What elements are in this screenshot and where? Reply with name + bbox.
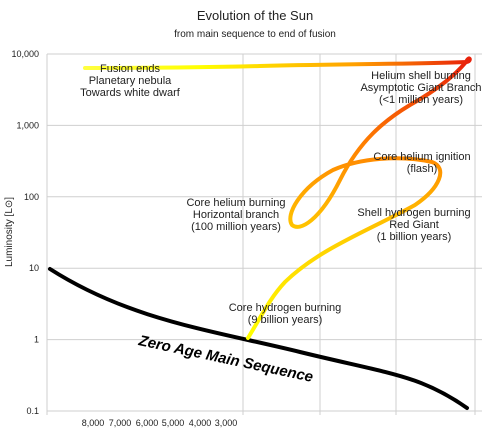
zams-label: Zero Age Main Sequence [136,332,314,386]
zams-line [48,267,469,410]
y-tick-label: 10,000 [11,49,39,59]
annotation-line: Fusion ends [100,63,160,75]
annotation-line: Horizontal branch [193,209,279,221]
annotation: Fusion ends Planetary nebula Towards white… [80,63,181,99]
x-tick-label: 4,000 [189,418,212,428]
x-tick-label: 6,000 [136,418,159,428]
y-tick-labels: 10,000 1,000 100 10 1 0.1 [11,49,39,416]
annotation: Helium shell burning Asymptotic Giant Bra… [360,70,481,106]
y-tick-label: 0.1 [26,406,39,416]
grid-lines [46,53,482,415]
annotation-line: Towards white dwarf [80,87,181,99]
evolution-track-top [83,56,472,70]
annotation-line: Shell hydrogen burning [357,207,470,219]
y-tick-label: 1 [34,335,39,345]
chart-title: Evolution of the Sun [197,8,313,23]
annotation-line: Planetary nebula [89,75,172,87]
x-tick-label: 5,000 [162,418,185,428]
y-tick-label: 1,000 [16,120,39,130]
annotation-line: (1 billion years) [377,231,452,243]
annotation-line: Asymptotic Giant Branch [360,82,481,94]
annotation: Core helium ignition (flash) [373,151,470,175]
annotation-line: Core helium burning [186,197,285,209]
annotation: Core helium burning Horizontal branch (100… [186,197,285,233]
annotation-line: (100 million years) [191,221,281,233]
annotation-line: Helium shell burning [371,70,471,82]
evolution-track-lower [246,60,468,340]
annotations: Fusion ends Planetary nebula Towards white… [80,63,481,326]
annotation: Core hydrogen burning (9 billion years) [229,302,342,326]
annotation-line: Core helium ignition [373,151,470,163]
x-tick-label: 8,000 [82,418,105,428]
x-tick-label: 3,000 [215,418,238,428]
x-tick-label: 7,000 [109,418,132,428]
annotation-line: (9 billion years) [248,314,323,326]
annotation-line: Red Giant [389,219,439,231]
x-tick-labels: 8,000 7,000 6,000 5,000 4,000 3,000 [82,418,238,428]
y-axis-label: Luminosity [L⊙] [4,197,15,267]
annotation-line: Core hydrogen burning [229,302,342,314]
annotation: Shell hydrogen burning Red Giant (1 billio… [357,207,470,243]
chart-subtitle: from main sequence to end of fusion [174,29,336,40]
annotation-line: (flash) [407,163,438,175]
y-tick-label: 100 [24,192,39,202]
annotation-line: (<1 million years) [379,94,463,106]
y-tick-label: 10 [29,263,39,273]
